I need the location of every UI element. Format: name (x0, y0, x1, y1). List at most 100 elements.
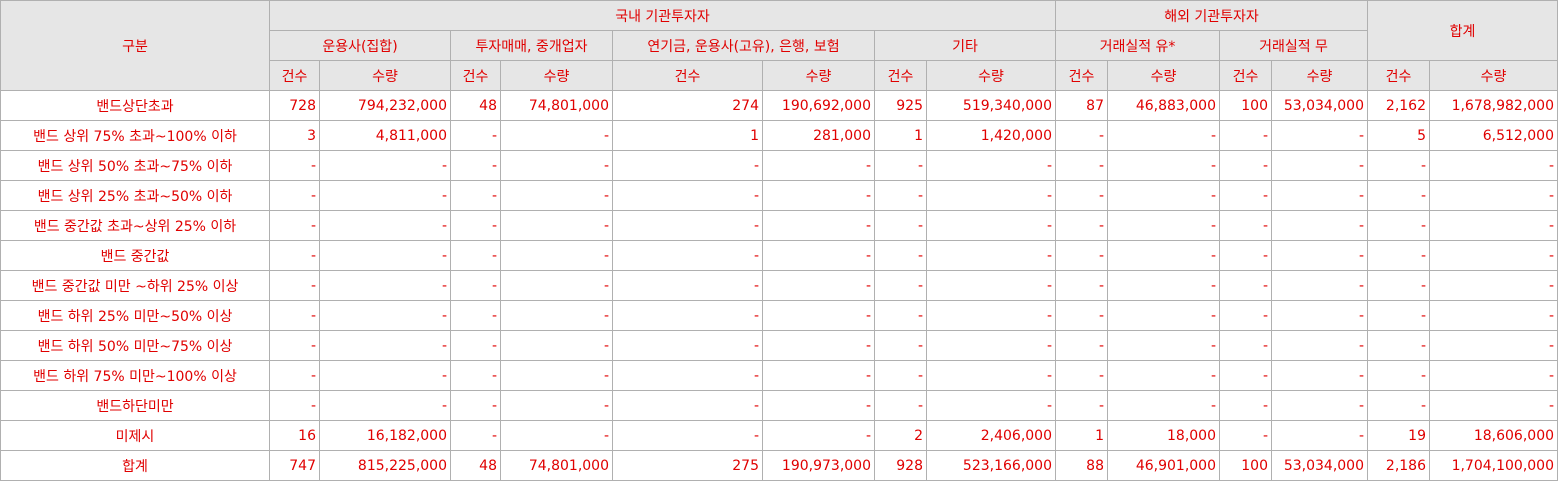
count-cell: 2,162 (1367, 90, 1430, 121)
count-cell: - (612, 390, 763, 421)
quantity-cell: - (1271, 360, 1368, 391)
count-cell: - (450, 120, 501, 151)
quantity-cell: - (926, 300, 1056, 331)
quantity-cell: 1,678,982,000 (1428, 90, 1558, 121)
count-cell: - (269, 360, 320, 391)
header-category: 구분 (0, 0, 270, 91)
quantity-cell: - (319, 360, 451, 391)
quantity-cell: - (1271, 420, 1368, 451)
quantity-cell: - (762, 270, 875, 301)
count-cell: 88 (1055, 450, 1108, 481)
quantity-cell: - (1107, 210, 1220, 241)
quantity-cell: - (500, 390, 613, 421)
quantity-cell: - (762, 300, 875, 331)
quantity-cell: - (926, 240, 1056, 271)
quantity-cell: - (1107, 120, 1220, 151)
count-cell: 928 (874, 450, 927, 481)
quantity-cell: 53,034,000 (1271, 450, 1368, 481)
quantity-cell: - (1271, 300, 1368, 331)
count-cell: - (874, 390, 927, 421)
quantity-cell: - (926, 270, 1056, 301)
quantity-cell: - (1271, 120, 1368, 151)
count-cell: 100 (1219, 450, 1272, 481)
quantity-cell: - (500, 420, 613, 451)
count-cell: - (1219, 210, 1272, 241)
row-label: 밴드 중간값 초과~상위 25% 이하 (0, 210, 270, 241)
quantity-cell: 46,901,000 (1107, 450, 1220, 481)
count-cell: - (874, 150, 927, 181)
table-row: 밴드 상위 25% 초과~50% 이하 - - - - - - - - - - - - - - (0, 180, 1558, 211)
header-group: 운용사(집합) (269, 30, 451, 61)
row-label: 밴드 중간값 (0, 240, 270, 271)
count-cell: - (1055, 300, 1108, 331)
count-cell: - (450, 360, 501, 391)
quantity-cell: - (1428, 150, 1558, 181)
quantity-cell: - (319, 180, 451, 211)
header-group: 연기금, 운용사(고유), 은행, 보험 (612, 30, 875, 61)
quantity-cell: - (1428, 390, 1558, 421)
quantity-cell: 523,166,000 (926, 450, 1056, 481)
quantity-cell: 53,034,000 (1271, 90, 1368, 121)
quantity-cell: - (1271, 210, 1368, 241)
count-cell: 1 (874, 120, 927, 151)
count-cell: - (1367, 270, 1430, 301)
count-cell: 274 (612, 90, 763, 121)
quantity-cell: - (319, 300, 451, 331)
quantity-cell: - (319, 270, 451, 301)
header-group: 거래실적 무 (1219, 30, 1368, 61)
quantity-cell: 74,801,000 (500, 90, 613, 121)
count-cell: 5 (1367, 120, 1430, 151)
header-count: 건수 (1367, 60, 1430, 91)
quantity-cell: - (1428, 330, 1558, 361)
quantity-cell: - (1428, 270, 1558, 301)
quantity-cell: 1,704,100,000 (1428, 450, 1558, 481)
quantity-cell: 46,883,000 (1107, 90, 1220, 121)
quantity-cell: - (500, 150, 613, 181)
count-cell: - (269, 270, 320, 301)
count-cell: - (1055, 240, 1108, 271)
count-cell: - (1055, 360, 1108, 391)
count-cell: - (1219, 120, 1272, 151)
row-label: 합계 (0, 450, 270, 481)
quantity-cell: - (500, 270, 613, 301)
quantity-cell: - (762, 150, 875, 181)
table-row: 밴드 상위 50% 초과~75% 이하 - - - - - - - - - - - - - - (0, 150, 1558, 181)
quantity-cell: - (319, 150, 451, 181)
quantity-cell: - (319, 210, 451, 241)
quantity-cell: 16,182,000 (319, 420, 451, 451)
quantity-cell: 281,000 (762, 120, 875, 151)
quantity-cell: 815,225,000 (319, 450, 451, 481)
row-label: 밴드 상위 25% 초과~50% 이하 (0, 180, 270, 211)
count-cell: - (269, 390, 320, 421)
quantity-cell: - (1107, 150, 1220, 181)
count-cell: - (1367, 150, 1430, 181)
count-cell: - (1367, 300, 1430, 331)
table-row: 밴드 중간값 미만 ~하위 25% 이상 - - - - - - - - - - - - - - (0, 270, 1558, 301)
header-group: 거래실적 유* (1055, 30, 1220, 61)
quantity-cell: - (762, 330, 875, 361)
header-count: 건수 (874, 60, 927, 91)
header-group: 투자매매, 중개업자 (450, 30, 613, 61)
quantity-cell: 519,340,000 (926, 90, 1056, 121)
count-cell: 48 (450, 90, 501, 121)
count-cell: - (269, 150, 320, 181)
quantity-cell: 190,692,000 (762, 90, 875, 121)
quantity-cell: - (1107, 180, 1220, 211)
count-cell: 3 (269, 120, 320, 151)
header-quantity: 수량 (1271, 60, 1368, 91)
table-row: 밴드 하위 75% 미만~100% 이상 - - - - - - - - - - - - - - (0, 360, 1558, 391)
quantity-cell: 794,232,000 (319, 90, 451, 121)
quantity-cell: - (762, 210, 875, 241)
count-cell: - (450, 270, 501, 301)
quantity-cell: 18,000 (1107, 420, 1220, 451)
quantity-cell: - (1428, 240, 1558, 271)
count-cell: 925 (874, 90, 927, 121)
count-cell: - (1219, 270, 1272, 301)
count-cell: - (450, 150, 501, 181)
quantity-cell: 18,606,000 (1428, 420, 1558, 451)
quantity-cell: - (1428, 360, 1558, 391)
quantity-cell: - (500, 360, 613, 391)
quantity-cell: - (926, 390, 1056, 421)
count-cell: - (269, 180, 320, 211)
